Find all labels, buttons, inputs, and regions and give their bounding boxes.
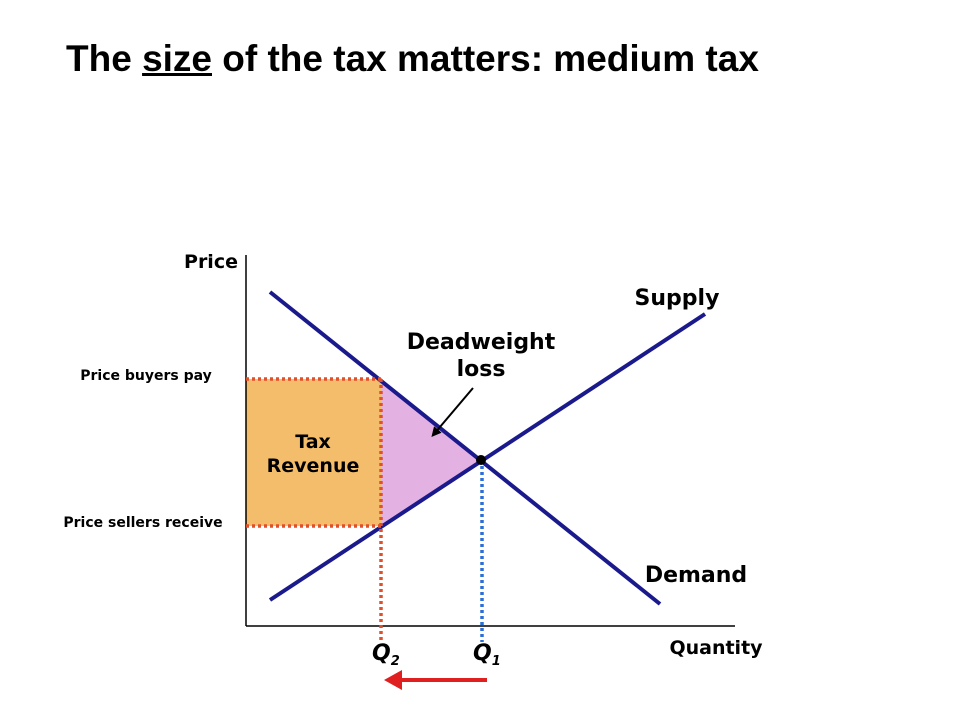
equilibrium-point bbox=[476, 455, 486, 465]
deadweight-label: Deadweight bbox=[407, 330, 556, 355]
buyers-price-label: Price buyers pay bbox=[80, 368, 212, 384]
y-axis-label: Price bbox=[184, 251, 238, 273]
tax-revenue-label: Revenue bbox=[267, 455, 360, 477]
tax-guides bbox=[246, 377, 383, 642]
q-letter: Q bbox=[473, 641, 492, 666]
shift-arrowhead bbox=[384, 670, 402, 690]
pointer-arrow bbox=[431, 387, 474, 438]
q1-label: Q1 bbox=[473, 641, 501, 669]
title-emphasis: size bbox=[142, 38, 212, 79]
q2-label: Q2 bbox=[372, 641, 400, 669]
x-axis-label: Quantity bbox=[669, 637, 763, 659]
deadweight-label: loss bbox=[457, 357, 506, 382]
deadweight-loss-area bbox=[381, 379, 482, 526]
supply-curve bbox=[268, 312, 707, 602]
demand-curve bbox=[268, 290, 662, 606]
title-text: of the tax matters: medium tax bbox=[222, 38, 759, 79]
demand-label: Demand bbox=[645, 563, 747, 588]
q-subscript: 1 bbox=[492, 654, 501, 669]
title-text: The bbox=[66, 38, 132, 79]
supply-label: Supply bbox=[635, 286, 720, 311]
q-letter: Q bbox=[372, 641, 391, 666]
slide-title: The size of the tax matters: medium tax bbox=[66, 38, 759, 80]
q-subscript: 2 bbox=[391, 654, 400, 669]
sellers-price-label: Price sellers receive bbox=[63, 515, 222, 531]
tax-revenue-label: Tax bbox=[295, 431, 331, 453]
tax-revenue-area bbox=[246, 379, 381, 526]
